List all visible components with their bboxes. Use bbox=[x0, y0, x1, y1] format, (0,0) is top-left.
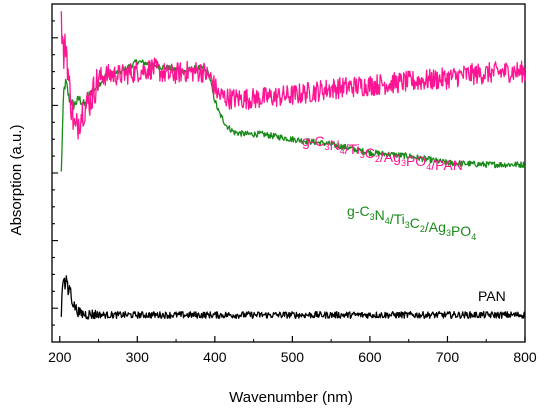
series-line-0 bbox=[60, 11, 526, 140]
series-line-2 bbox=[60, 275, 526, 320]
x-tick-label-600: 600 bbox=[358, 349, 382, 365]
x-tick-label-300: 300 bbox=[126, 349, 150, 365]
x-axis-title: Wavenumber (nm) bbox=[229, 389, 353, 406]
series-layer bbox=[60, 11, 526, 320]
y-axis-title: Absorption (a.u.) bbox=[8, 125, 25, 236]
ticks-layer bbox=[52, 20, 526, 342]
plot-border bbox=[51, 3, 526, 343]
labels-layer: 200 300 400 500 600 700 800 g-C3N4/Ti3C2/Ag3PO4… bbox=[48, 133, 537, 365]
x-tick-label-500: 500 bbox=[281, 349, 305, 365]
x-tick-label-200: 200 bbox=[48, 349, 72, 365]
x-tick-label-700: 700 bbox=[436, 349, 460, 365]
series-label-1: g-C3N4/Ti3C2/Ag3PO4 bbox=[347, 203, 476, 242]
plot-frame bbox=[51, 3, 526, 343]
series-label-0: g-C3N4/Ti3C2/Ag3PO4/PAN bbox=[302, 133, 463, 173]
series-label-2: PAN bbox=[478, 288, 506, 304]
series-line-1 bbox=[60, 59, 526, 172]
x-tick-label-400: 400 bbox=[203, 349, 227, 365]
x-tick-label-800: 800 bbox=[513, 349, 537, 365]
